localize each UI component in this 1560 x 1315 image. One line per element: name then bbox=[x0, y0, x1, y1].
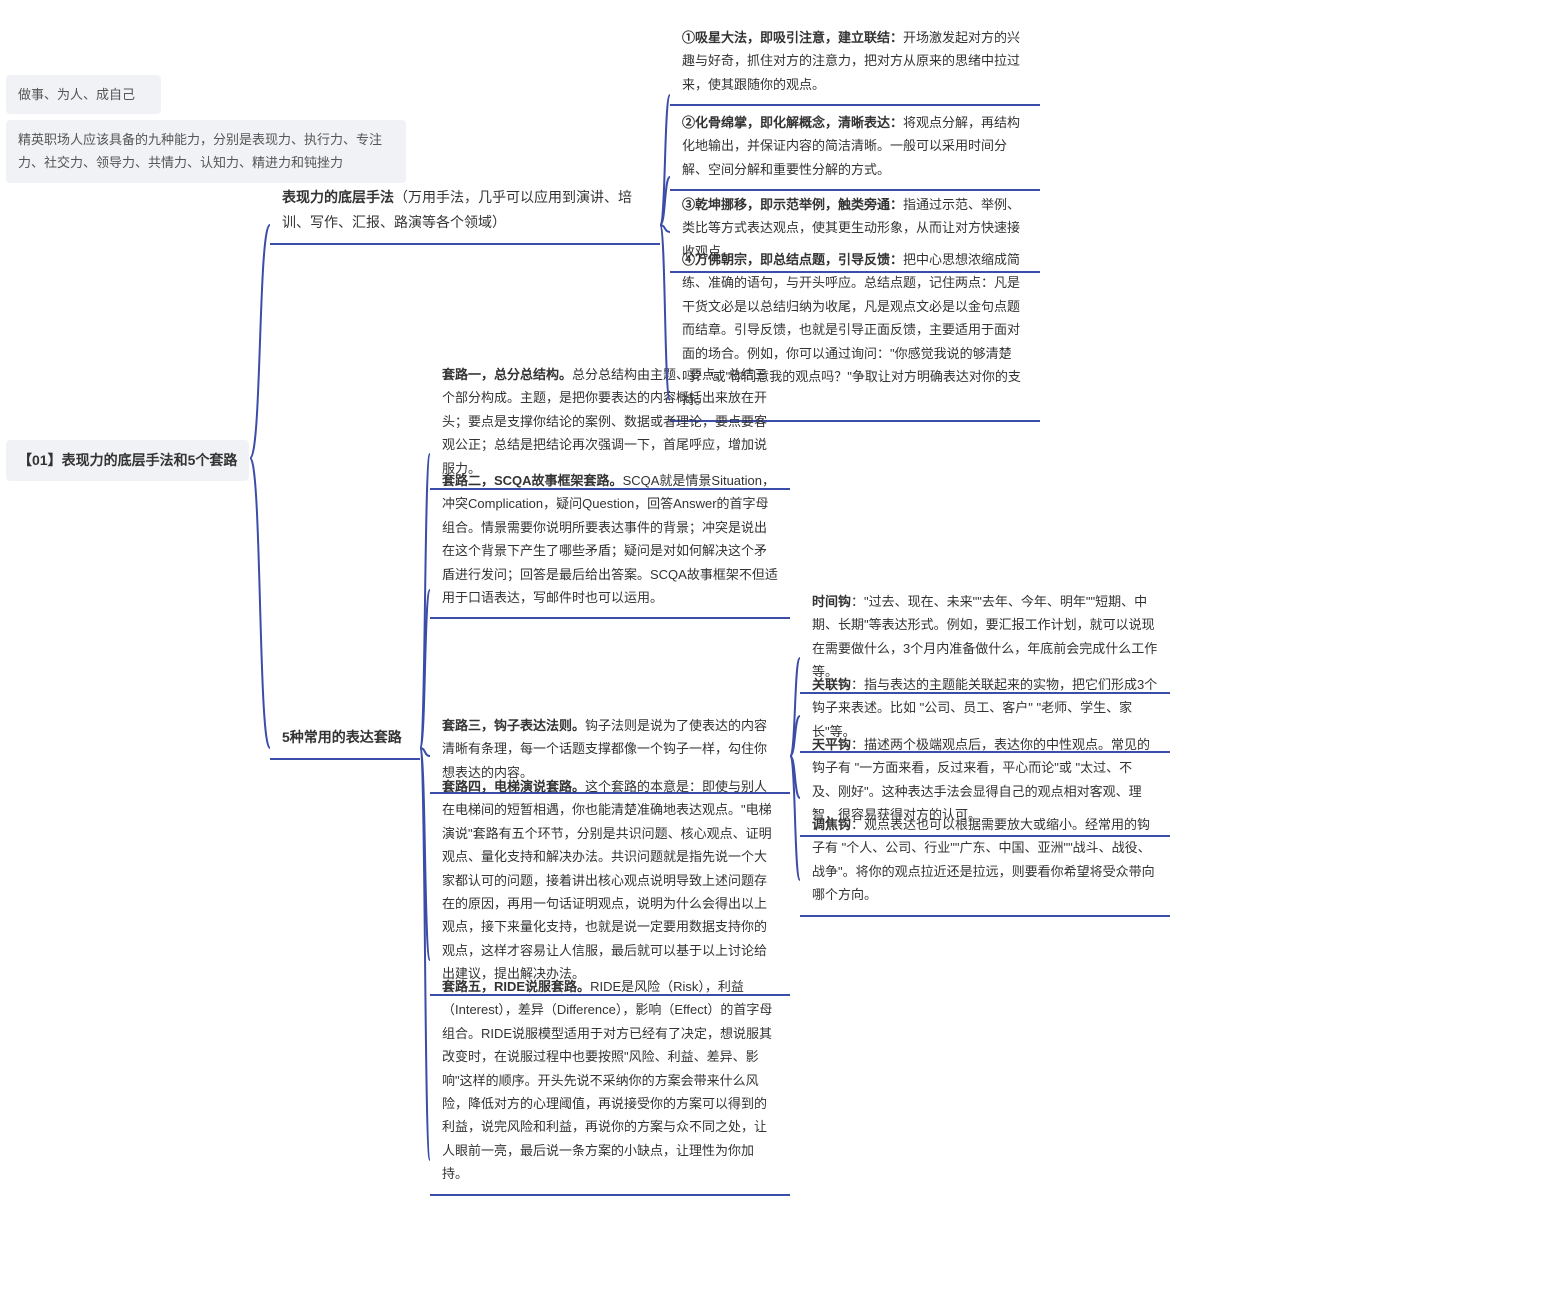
leaf-hook-4: 调焦钩：观点表达也可以根据需要放大或缩小。经常用的钩子有 "个人、公司、行业""… bbox=[800, 805, 1170, 917]
leaf-2-2: 套路二，SCQA故事框架套路。SCQA就是情景Situation，冲突Compl… bbox=[430, 461, 790, 619]
branch-1-title: 表现力的底层手法 bbox=[282, 189, 394, 205]
context-box-1: 做事、为人、成自己 bbox=[6, 75, 161, 114]
leaf-1-2: ②化骨绵掌，即化解概念，清晰表达：将观点分解，再结构化地输出，并保证内容的简洁清… bbox=[670, 103, 1040, 191]
leaf-2-5: 套路五，RIDE说服套路。RIDE是风险（Risk），利益（Interest），… bbox=[430, 967, 790, 1196]
leaf-1-1: ①吸星大法，即吸引注意，建立联结：开场激发起对方的兴趣与好奇，抓住对方的注意力，… bbox=[670, 18, 1040, 106]
leaf-2-4: 套路四，电梯演说套路。这个套路的本意是：即使与别人在电梯间的短暂相遇，你也能清楚… bbox=[430, 767, 790, 996]
root-node: 【01】表现力的底层手法和5个套路 bbox=[6, 440, 249, 481]
branch-1: 表现力的底层手法（万用手法，几乎可以应用到演讲、培训、写作、汇报、路演等各个领域… bbox=[270, 177, 660, 245]
branch-2-title: 5种常用的表达套路 bbox=[282, 729, 402, 745]
context-box-2: 精英职场人应该具备的九种能力，分别是表现力、执行力、专注力、社交力、领导力、共情… bbox=[6, 120, 406, 183]
branch-2: 5种常用的表达套路 bbox=[270, 717, 420, 760]
